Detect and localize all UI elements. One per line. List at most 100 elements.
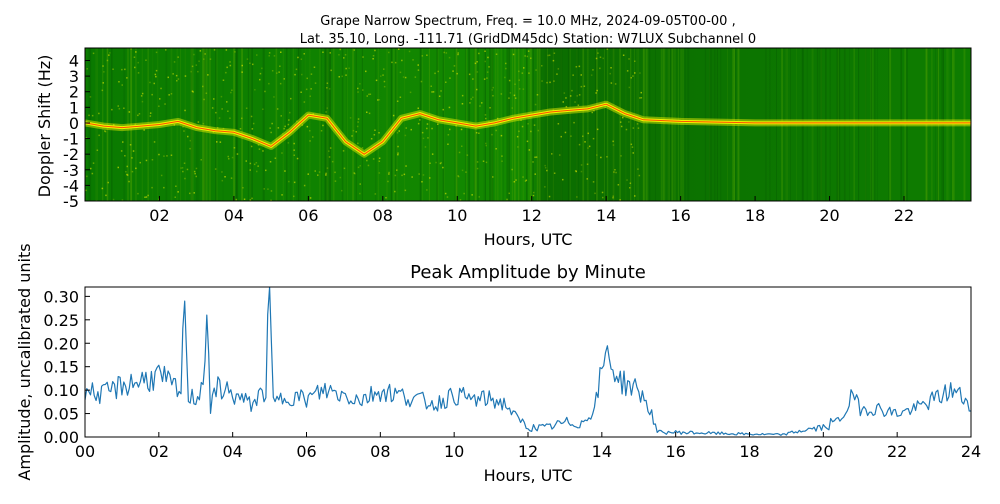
noise-speck [129, 144, 132, 146]
noise-speck [447, 134, 450, 136]
noise-speck [541, 80, 543, 82]
noise-speck [508, 192, 510, 195]
noise-speck [500, 134, 503, 137]
noise-speck [85, 136, 88, 139]
amplitude-x-ticks: 00 02 04 06 08 10 12 14 16 18 20 22 24 [75, 432, 981, 461]
spectrogram-x-tick-label: 10 [447, 206, 467, 225]
amplitude-y-ticks: 0.00 0.05 0.10 0.15 0.20 0.25 0.30 [43, 287, 90, 447]
noise-speck [418, 173, 420, 175]
noise-speck [374, 129, 376, 131]
noise-speck [220, 95, 223, 98]
noise-speck [588, 145, 591, 148]
noise-speck [396, 132, 399, 134]
noise-speck [320, 130, 323, 132]
noise-streak [519, 48, 521, 201]
noise-streak [206, 48, 209, 201]
noise-speck [133, 56, 136, 58]
noise-speck [476, 167, 479, 170]
noise-speck [488, 121, 490, 123]
noise-streak [709, 48, 710, 201]
noise-speck [421, 181, 423, 183]
spectrogram-y-tick-label: 2 [69, 83, 79, 102]
noise-speck [357, 121, 359, 123]
noise-speck [597, 52, 599, 54]
noise-streak [326, 48, 329, 201]
noise-speck [288, 119, 290, 121]
noise-speck [158, 153, 160, 156]
noise-streak [522, 48, 524, 201]
noise-speck [312, 113, 314, 115]
noise-streak [776, 48, 777, 201]
doppler-trace-peak [85, 103, 971, 155]
noise-speck [339, 48, 341, 51]
noise-speck [104, 130, 106, 132]
noise-speck [546, 169, 548, 172]
noise-speck [517, 146, 519, 148]
noise-speck [190, 70, 192, 73]
noise-speck [496, 117, 499, 120]
noise-speck [431, 127, 433, 130]
noise-speck [508, 97, 510, 99]
noise-speck [639, 97, 641, 99]
noise-speck [593, 110, 595, 112]
noise-speck [123, 107, 125, 109]
noise-speck [268, 82, 270, 85]
noise-streak [877, 48, 878, 201]
noise-streak [325, 48, 328, 201]
noise-speck [515, 179, 517, 181]
noise-speck [225, 49, 228, 51]
noise-speck [479, 105, 481, 107]
noise-speck [478, 132, 480, 134]
noise-speck [592, 181, 595, 183]
noise-speck [578, 143, 581, 146]
noise-streak [130, 48, 133, 201]
noise-streak [734, 48, 736, 201]
noise-speck [343, 57, 345, 59]
noise-speck [380, 75, 382, 77]
noise-speck [524, 55, 526, 57]
noise-speck [530, 130, 532, 133]
noise-speck [257, 144, 260, 146]
noise-speck [303, 184, 306, 187]
noise-speck [485, 144, 487, 147]
noise-speck [511, 168, 513, 171]
noise-speck [197, 70, 199, 73]
noise-speck [276, 72, 278, 74]
noise-speck [103, 71, 105, 73]
noise-speck [378, 172, 381, 174]
noise-streak [319, 48, 321, 201]
noise-streak [205, 48, 207, 201]
noise-speck [326, 82, 329, 84]
noise-speck [309, 95, 311, 97]
noise-speck [192, 91, 194, 93]
noise-speck [501, 155, 503, 157]
amplitude-x-axis-label: Hours, UTC [484, 466, 573, 485]
noise-speck [492, 176, 494, 178]
spectrogram-y-tick-label: 0 [69, 114, 79, 133]
noise-speck [387, 180, 389, 183]
noise-speck [574, 101, 576, 103]
noise-speck [457, 52, 459, 54]
noise-speck [431, 153, 434, 155]
noise-speck [306, 125, 309, 128]
noise-streak [946, 48, 948, 201]
noise-speck [525, 179, 528, 181]
noise-speck [378, 157, 381, 159]
noise-speck [102, 65, 104, 67]
noise-speck [613, 171, 615, 173]
noise-streak [352, 48, 354, 201]
noise-speck [610, 67, 612, 69]
amplitude-frame [84, 286, 972, 438]
noise-speck [189, 139, 191, 142]
noise-speck [154, 73, 157, 76]
noise-speck [388, 171, 390, 174]
noise-speck [398, 130, 400, 132]
noise-speck [295, 68, 298, 71]
noise-speck [134, 66, 136, 69]
noise-streak [935, 48, 936, 201]
noise-speck [189, 192, 191, 195]
noise-streak [263, 48, 265, 201]
noise-speck [207, 74, 209, 76]
noise-speck [89, 96, 92, 98]
noise-speck [587, 132, 589, 135]
